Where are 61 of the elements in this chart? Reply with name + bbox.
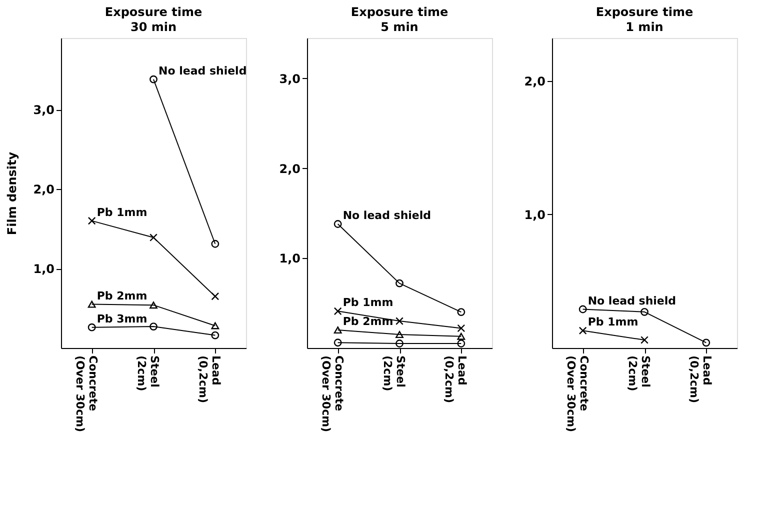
chart-title: Exposure time: [350, 5, 448, 19]
point: [457, 340, 466, 348]
point: [211, 322, 220, 330]
series-label: Pb 1mm: [588, 316, 638, 329]
point: [334, 220, 342, 228]
point: [334, 326, 342, 334]
y-tick-label: 1,0: [279, 252, 300, 266]
y-tick-label: 2,0: [279, 162, 300, 176]
y-axis-title: Film density: [5, 152, 20, 236]
series-label: Pb 2mm: [342, 315, 394, 328]
chart-title: Exposure time: [596, 5, 694, 19]
point: [578, 305, 587, 314]
series-label: Pb 2mm: [96, 289, 148, 302]
point: [396, 340, 404, 348]
point: [396, 279, 404, 288]
point: [211, 240, 220, 248]
point: [88, 300, 96, 308]
x-tick-label: Steel (2cm): [381, 356, 407, 392]
x-tick-label: Lead (0,2cm): [442, 356, 469, 404]
series-label: Pb 1mm: [342, 296, 394, 310]
point: [457, 308, 466, 316]
point: [396, 331, 404, 338]
point: [640, 308, 648, 316]
series-label: Pb 1mm: [96, 206, 148, 219]
point: [578, 326, 587, 335]
x-tick-label: Concrete (Over 30cm): [564, 356, 590, 432]
y-tick-label: 1,0: [524, 208, 546, 222]
chart-subtitle: 5 min: [380, 20, 418, 34]
y-tick-label: 2,0: [524, 74, 546, 88]
point: [457, 332, 466, 340]
point: [88, 216, 96, 225]
series-label: No lead shield: [342, 209, 432, 222]
point: [88, 323, 96, 332]
point: [150, 302, 158, 309]
y-tick-label: 3,0: [33, 103, 54, 118]
series-label: No lead shield: [158, 64, 247, 78]
x-tick-label: Lead (0,2cm): [196, 356, 223, 404]
point: [334, 338, 342, 347]
point: [211, 331, 220, 340]
x-tick-label: Steel (2cm): [135, 356, 161, 392]
point: [334, 307, 342, 316]
chart-subtitle: 30 min: [130, 20, 177, 34]
chart-title: Exposure time: [104, 5, 202, 19]
series-label: Pb 3mm: [96, 312, 148, 326]
x-tick-label: Lead (0,2cm): [688, 356, 714, 404]
series-label: No lead shield: [588, 294, 676, 308]
point: [150, 322, 158, 330]
point: [640, 336, 648, 344]
x-tick-label: Concrete (Over 30cm): [319, 356, 346, 432]
x-tick-label: Concrete (Over 30cm): [73, 356, 100, 432]
point: [211, 292, 220, 300]
x-tick-label: Steel (2cm): [626, 356, 652, 392]
point: [457, 324, 466, 332]
point: [396, 317, 404, 325]
point: [150, 234, 158, 242]
y-tick-label: 1,0: [33, 262, 54, 276]
point: [150, 75, 158, 84]
y-tick-label: 3,0: [279, 72, 300, 86]
chart-subtitle: 1 min: [626, 20, 664, 34]
point: [702, 338, 710, 347]
y-tick-label: 2,0: [33, 182, 54, 197]
